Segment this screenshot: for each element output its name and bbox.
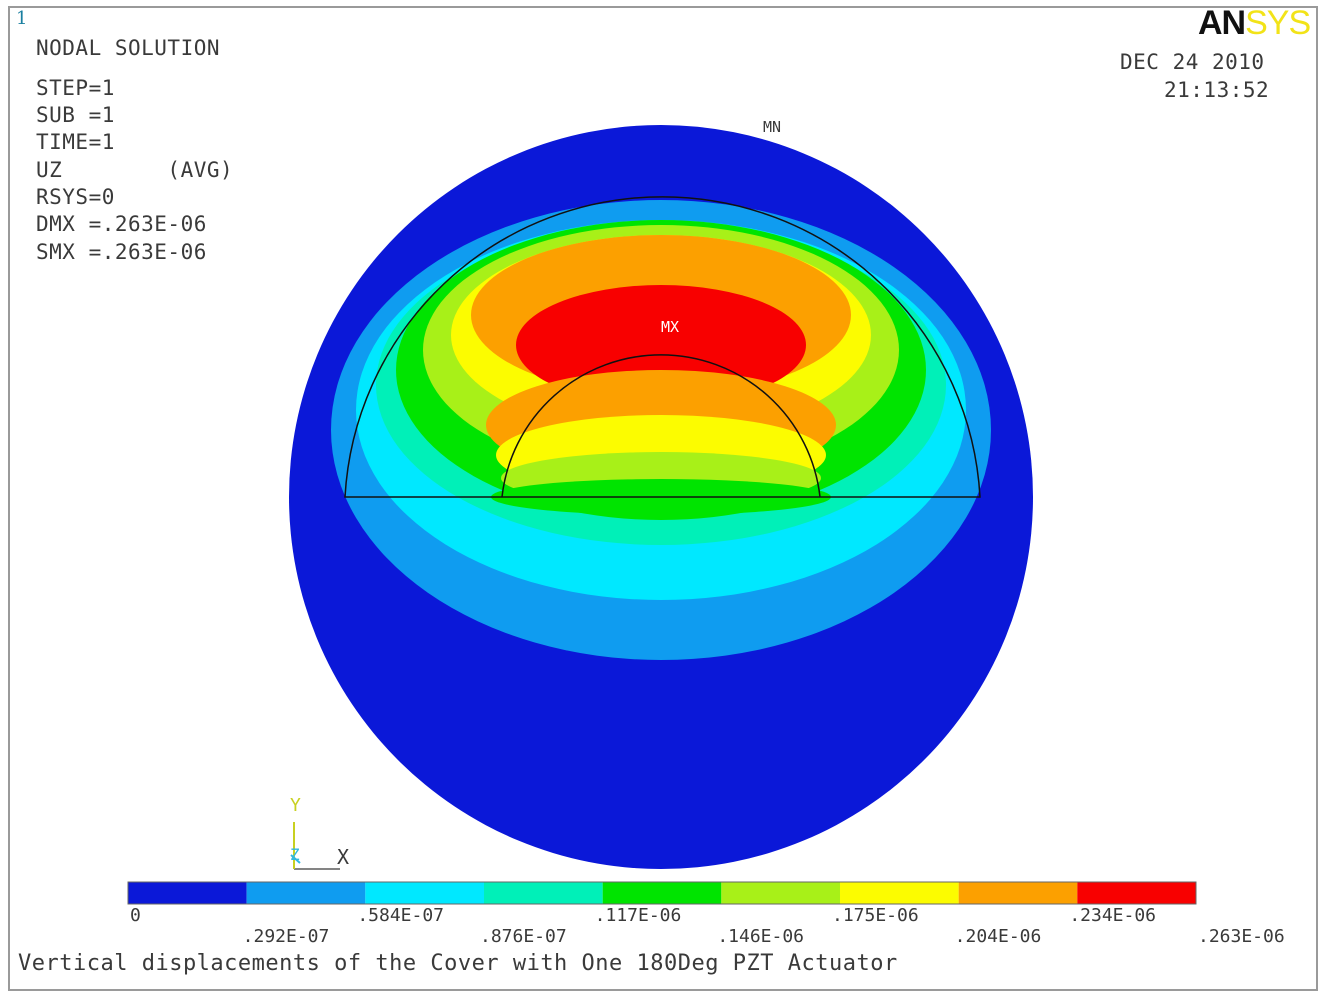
x-axis-label: X	[337, 845, 350, 869]
y-axis-label: Y	[290, 795, 301, 816]
contour-bands	[289, 125, 1033, 869]
legend-tick-label: .117E-06	[594, 905, 682, 926]
z-axis-line	[290, 854, 301, 864]
legend-tick-label: .146E-06	[717, 926, 805, 947]
legend-swatch	[365, 882, 484, 904]
color-legend	[127, 881, 1197, 905]
legend-swatch	[721, 882, 840, 904]
info-line-sub: SUB =1	[36, 103, 115, 127]
legend-swatch	[1077, 882, 1196, 904]
legend-tick-label: .234E-06	[1069, 905, 1157, 926]
info-line-step: STEP=1	[36, 76, 115, 100]
plot-date: DEC 24 2010	[1120, 50, 1265, 74]
z-axis-label: Z	[290, 845, 300, 864]
max-marker: MX	[661, 318, 680, 336]
logo-part1: AN	[1198, 4, 1246, 42]
info-line-dmx: DMX =.263E-06	[36, 212, 207, 236]
plot-time: 21:13:52	[1164, 78, 1270, 102]
legend-swatch	[128, 882, 247, 904]
legend-tick-label: .175E-06	[832, 905, 919, 926]
window-number: 1	[16, 8, 28, 29]
legend-tick-label: 0	[130, 905, 141, 926]
legend-swatch	[246, 882, 366, 904]
legend-tick-label: .263E-06	[1198, 926, 1285, 947]
legend-swatch	[484, 882, 603, 904]
legend-swatch	[602, 882, 722, 904]
legend-frame	[127, 881, 1197, 905]
outer-region-outline	[344, 196, 981, 498]
legend-swatch	[958, 882, 1078, 904]
info-line-rsys: RSYS=0	[36, 185, 115, 209]
info-line-result: UZ (AVG)	[36, 158, 234, 182]
legend-swatch	[840, 882, 959, 904]
info-line-time: TIME=1	[36, 130, 115, 154]
legend-tick-label: .292E-07	[242, 926, 330, 947]
plot-caption: Vertical displacements of the Cover with…	[18, 951, 898, 976]
ansys-logo: ANSYS	[1198, 4, 1311, 43]
min-marker: MN	[763, 118, 782, 136]
legend-tick-label: .204E-06	[954, 926, 1042, 947]
plot-title: NODAL SOLUTION	[36, 36, 221, 60]
info-line-smx: SMX =.263E-06	[36, 240, 207, 264]
logo-part2: SYS	[1245, 4, 1311, 42]
legend-tick-label: .876E-07	[480, 926, 567, 947]
legend-tick-label: .584E-07	[357, 905, 445, 926]
actuator-outline	[501, 354, 821, 498]
